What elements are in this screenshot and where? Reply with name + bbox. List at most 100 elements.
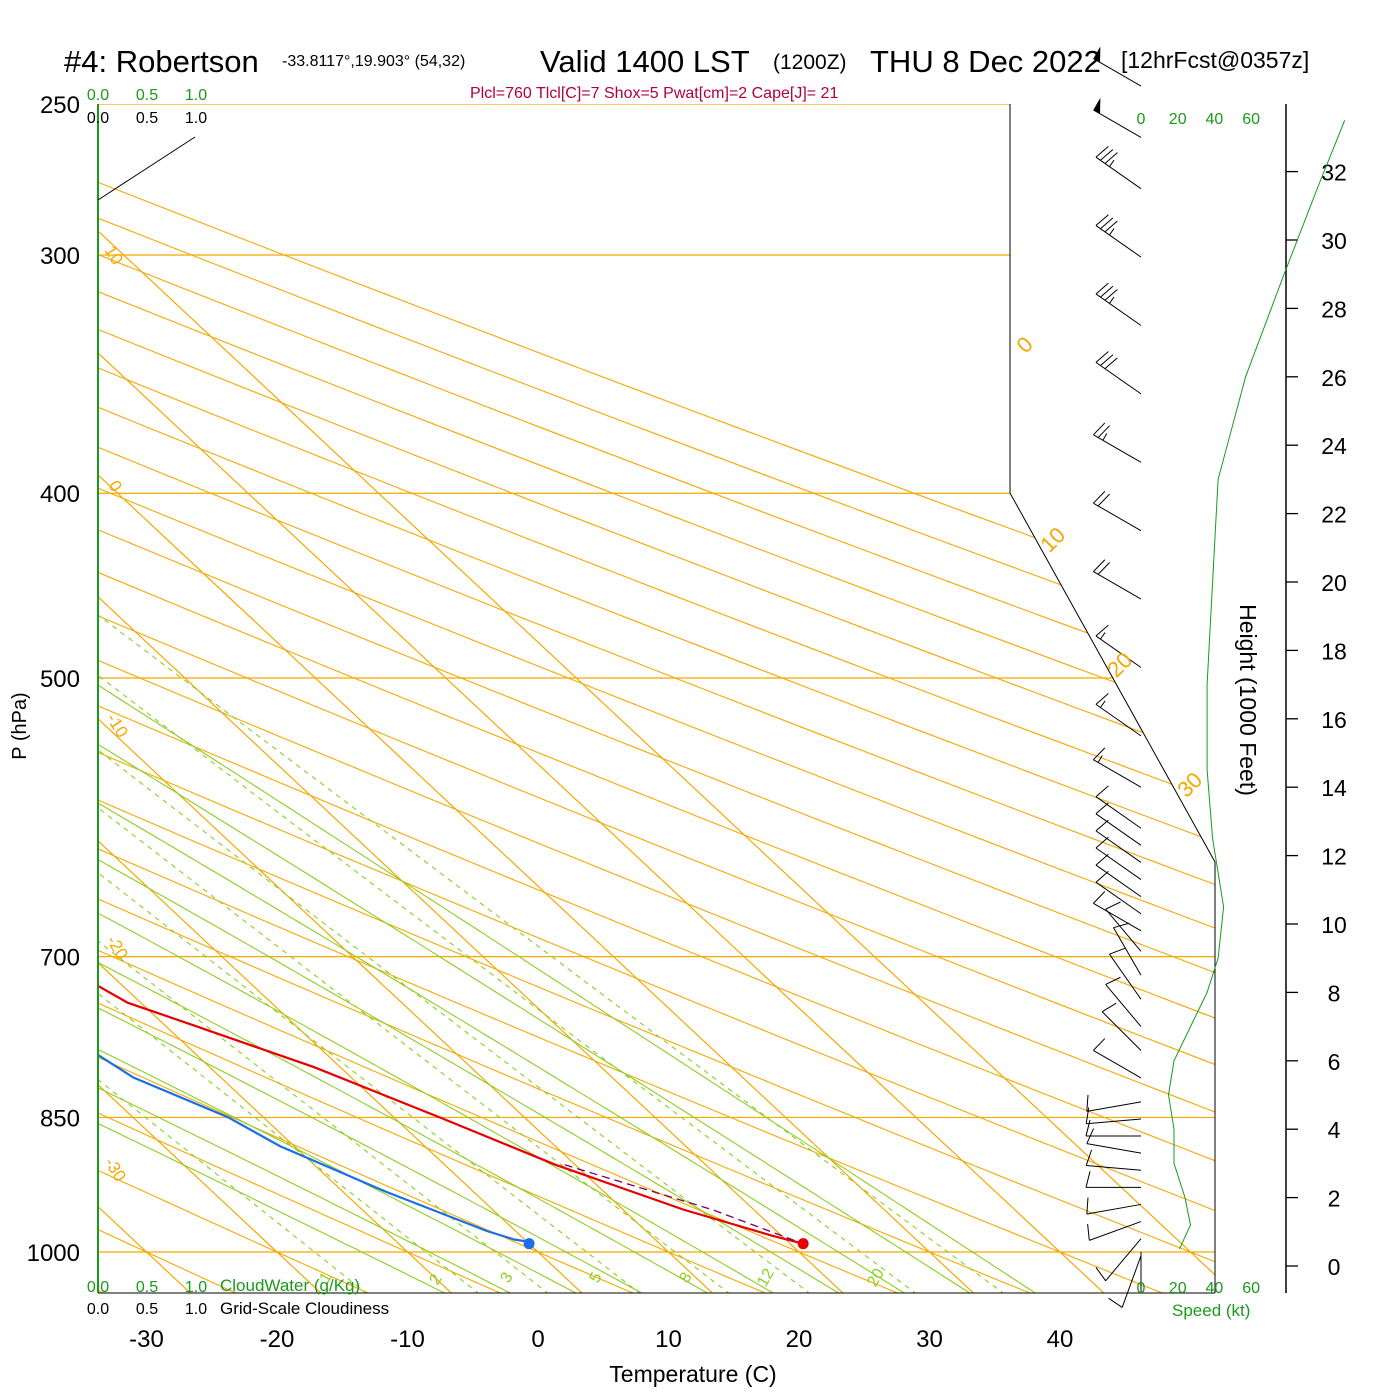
wind-barb (1105, 976, 1142, 1027)
wind-barb-feather (1093, 422, 1106, 436)
temperature-tick-label: 0 (531, 1326, 544, 1353)
isotherm-line (98, 104, 591, 1293)
height-tick-label: 12 (1321, 844, 1347, 870)
wind-barb-feather (1085, 1149, 1093, 1166)
right-boundary-line (1009, 104, 1216, 1293)
wind-barb-feather (1093, 747, 1106, 761)
wind-barb-feather (1104, 220, 1118, 233)
wind-barb-feather (1095, 836, 1109, 849)
wind-barb-feather (1093, 559, 1106, 572)
wind-barb-feather (1113, 922, 1130, 929)
wind-barb-feather (1095, 624, 1109, 637)
wind-barb (1086, 1094, 1142, 1112)
wind-barb-feather (1095, 282, 1109, 295)
height-tick-label: 28 (1321, 296, 1347, 322)
wind-barb-staff (1095, 847, 1142, 880)
wind-barb-feather (1086, 1094, 1089, 1112)
wind-barb (1085, 1119, 1141, 1137)
wind-barb-staff (1109, 953, 1142, 1000)
dry-adiabat-line (98, 104, 1215, 1293)
height-tick-label: 16 (1321, 707, 1347, 733)
wind-barb (1109, 947, 1142, 1000)
wind-barb (1095, 785, 1142, 829)
temperature-tick-label: 10 (655, 1326, 682, 1353)
wind-barb (1093, 490, 1142, 532)
wind-barb-staff (1095, 703, 1142, 737)
moist-adiabat-line (98, 104, 525, 1293)
moist-adiabat-line (98, 104, 851, 1293)
pressure-tick-label: 500 (40, 666, 80, 693)
speed-tick-label: 20 (1169, 111, 1187, 128)
wind-barb-staff (1086, 1203, 1142, 1215)
sounding-params: Plcl=760 Tlcl[C]=7 Shox=5 Pwat[cm]=2 Cap… (470, 85, 838, 102)
isotherm-line (98, 104, 982, 1293)
wind-barb-staff (1095, 864, 1142, 898)
height-tick-label: 6 (1328, 1049, 1341, 1075)
cloudwater-scale-label: 0.0 (87, 1279, 109, 1296)
wind-barb-staff (1093, 109, 1142, 138)
wind-barb (1093, 46, 1142, 87)
speed-tick-label: 60 (1242, 1280, 1260, 1297)
height-tick-label: 30 (1321, 228, 1347, 254)
wind-barb (1095, 853, 1142, 898)
wind-barb-staff (1095, 361, 1142, 395)
wind-barb-feather (1105, 901, 1121, 910)
wind-barb-feather (1095, 871, 1109, 883)
height-tick-label: 24 (1321, 433, 1347, 459)
dry-adiabat-line (98, 104, 916, 1293)
moist-adiabat-line (98, 104, 982, 1293)
wind-barb (1095, 145, 1142, 190)
mixing-ratio-line (98, 492, 926, 1293)
wind-barb-feather (1100, 285, 1114, 298)
height-tick-label: 26 (1321, 365, 1347, 391)
wind-barb-staff (1095, 881, 1142, 915)
wind-barb-feather (1093, 1038, 1106, 1051)
pressure-tick-label: 850 (40, 1105, 80, 1132)
pressure-tick-label: 400 (40, 481, 80, 508)
station-title: #4: Robertson (64, 44, 259, 79)
wind-barb-feather (1093, 490, 1106, 504)
cloudwater-scale-label: 0.0 (87, 87, 109, 104)
wind-barb-staff (1093, 902, 1142, 932)
wind-barb-half-feather (1109, 159, 1115, 167)
wind-barb-half-feather (1100, 700, 1106, 708)
wind-barb (1093, 559, 1142, 600)
wind-barb-staff (1095, 293, 1142, 326)
temperature-tick-label: -30 (129, 1326, 164, 1353)
dry-adiabat-line (98, 104, 385, 1293)
wind-barb-staff (1089, 1221, 1142, 1241)
wind-barb (1086, 1197, 1142, 1215)
cloudiness-scale-label: 1.0 (185, 110, 207, 127)
dry-adiabat-line (98, 104, 1215, 1293)
valid-date: THU 8 Dec 2022 (870, 44, 1101, 79)
mixing-ratio-line (98, 492, 1014, 1293)
wind-barb-feather (1085, 1107, 1090, 1124)
wind-barb (1085, 1107, 1142, 1125)
wind-barb-staff (1105, 1238, 1142, 1282)
wind-barb (1095, 871, 1142, 915)
cloudwater-scale-label: 0.5 (136, 87, 158, 104)
height-tick-label: 4 (1328, 1117, 1341, 1143)
wind-barb-feather (1093, 891, 1106, 904)
dry-adiabat-line (98, 104, 1215, 1293)
moist-adiabat-line (98, 104, 460, 1293)
wind-barb (1093, 747, 1142, 788)
cloudwater-scale-label: 1.0 (185, 1279, 207, 1296)
wind-barb-staff (1086, 1118, 1142, 1125)
surface-dewpoint-marker (523, 1238, 535, 1250)
dewpoint-profile-line (98, 135, 531, 1244)
wind-barb-feather (1100, 354, 1114, 366)
cloudiness-scale-label: 0.5 (136, 1301, 158, 1318)
wind-barb-staff (1095, 635, 1142, 668)
wind-barb-staff (1086, 1101, 1142, 1112)
dry-adiabat-line (98, 104, 1181, 1293)
moist-adiabat-line (98, 104, 590, 1293)
dry-adiabat-line (98, 104, 1215, 1293)
moist-adiabat-line (98, 104, 656, 1293)
speed-tick-label: 0 (1137, 1280, 1146, 1297)
temperature-tick-label: 40 (1047, 1326, 1074, 1353)
dry-adiabat-line (98, 104, 1215, 1293)
wind-barb (1095, 214, 1142, 258)
wind-barb-feather (1086, 1197, 1089, 1215)
wind-barb-feather (1109, 947, 1126, 955)
